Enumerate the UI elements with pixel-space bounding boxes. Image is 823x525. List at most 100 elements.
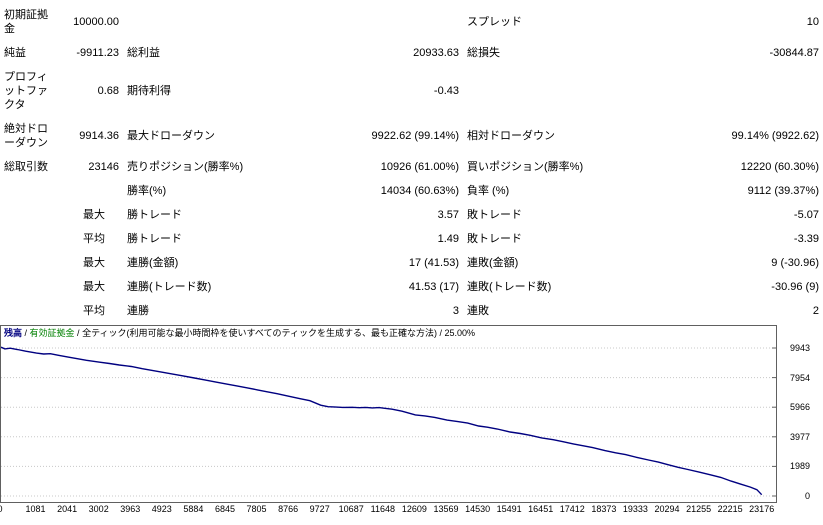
stat-label: 勝トレード xyxy=(127,209,182,221)
y-axis-label: 1989 xyxy=(789,461,810,472)
stat-label xyxy=(123,3,329,41)
stat-label: 敗トレード xyxy=(467,233,522,245)
x-axis-label: 9727 xyxy=(309,504,330,514)
chart-plot[interactable] xyxy=(1,340,776,502)
chart-header: 残高 / 有効証拠金 / 全ティック(利用可能な最小時間枠を使いすべてのティック… xyxy=(1,326,776,340)
stat-label: 連敗(トレード数) xyxy=(467,281,552,293)
stat-value: 14034 (60.63%) xyxy=(380,185,459,197)
x-axis-label: 7805 xyxy=(246,504,267,514)
stat-label: 売りポジション(勝率%) xyxy=(127,161,244,173)
stat-sublabel: 最大 xyxy=(83,257,105,269)
stat-value: -0.43 xyxy=(433,85,459,97)
stats-row: 勝率(%) 14034 (60.63%) 負率 (%) 9112 (39.37%) xyxy=(0,179,823,203)
stat-label: 総取引数 xyxy=(4,161,48,173)
stat-label xyxy=(0,203,54,227)
x-axis-label: 2041 xyxy=(57,504,78,514)
legend-separator: / xyxy=(437,328,445,338)
stat-sublabel: 平均 xyxy=(83,233,105,245)
balance-legend-label: 残高 xyxy=(4,328,23,338)
y-axis-label: 7954 xyxy=(789,372,810,383)
stat-value xyxy=(54,179,123,203)
x-axis-label: 14530 xyxy=(465,504,491,514)
stat-label: 相対ドローダウン xyxy=(467,130,555,142)
x-axis: 0 1081 2041 3002 3963 4923 5884 6845 7805 8766 972… xyxy=(0,504,777,518)
stat-label: 絶対ドローダウン xyxy=(4,123,48,149)
stat-sublabel: 平均 xyxy=(83,305,105,317)
stats-row: 最大 連勝(金額) 17 (41.53) 連敗(金額) 9 (-30.96) xyxy=(0,251,823,275)
stats-row: 最大 勝トレード 3.57 敗トレード -5.07 xyxy=(0,203,823,227)
legend-separator: / xyxy=(74,328,83,338)
stat-value: 3 xyxy=(452,305,459,317)
x-axis-label: 1081 xyxy=(25,504,46,514)
stat-label: 初期証拠金 xyxy=(4,9,48,35)
stat-value: 9914.36 xyxy=(79,130,119,142)
stats-row: 平均 連勝 3 連敗 2 xyxy=(0,299,823,323)
stat-label: 連勝(トレード数) xyxy=(127,281,212,293)
x-axis-label: 15491 xyxy=(496,504,522,514)
stat-value: -5.07 xyxy=(793,209,819,221)
stat-value: 9 (-30.96) xyxy=(771,257,819,269)
x-axis-label: 22215 xyxy=(717,504,743,514)
y-axis-label: 5966 xyxy=(789,402,810,413)
stat-value: 23146 xyxy=(88,161,119,173)
stat-value: -3.39 xyxy=(793,233,819,245)
stat-value: 10000.00 xyxy=(73,16,119,28)
y-axis-label: 9943 xyxy=(789,343,810,353)
stat-label: 勝率(%) xyxy=(127,185,167,197)
stat-label xyxy=(0,251,54,275)
stat-value: 2 xyxy=(812,305,819,317)
stat-sublabel: 最大 xyxy=(83,281,105,293)
x-axis-label: 5884 xyxy=(183,504,204,514)
stat-label: スプレッド xyxy=(467,16,522,28)
stats-row: 絶対ドローダウン 9914.36 最大ドローダウン 9922.62 (99.14%) 相… xyxy=(0,117,823,155)
stat-value: 10 xyxy=(806,16,819,28)
x-axis-label: 11648 xyxy=(370,504,395,514)
x-axis-label: 3963 xyxy=(120,504,141,514)
stat-label: 総損失 xyxy=(467,47,500,59)
x-axis-label: 17412 xyxy=(559,504,585,514)
stats-row: 最大 連勝(トレード数) 41.53 (17) 連敗(トレード数) -30.96 (9) xyxy=(0,275,823,299)
stat-value: -30.96 (9) xyxy=(771,281,819,293)
stat-value: 41.53 (17) xyxy=(408,281,459,293)
stat-label: 勝トレード xyxy=(127,233,182,245)
stats-row: 純益 -9911.23 総利益 20933.63 総損失 -30844.87 xyxy=(0,41,823,65)
stat-label: 純益 xyxy=(4,47,26,59)
x-axis-label: 3002 xyxy=(88,504,109,514)
stat-value: 9112 (39.37%) xyxy=(747,185,819,197)
stat-value: 9922.62 (99.14%) xyxy=(371,130,459,142)
chart-area: 残高 / 有効証拠金 / 全ティック(利用可能な最小時間枠を使いすべてのティック… xyxy=(0,325,823,518)
stats-table-body: 初期証拠金 10000.00 スプレッド 10 純益 -9911.23 総利益 20933.6… xyxy=(0,3,823,323)
stat-label: 連敗 xyxy=(467,305,489,317)
stat-value: 12220 (60.30%) xyxy=(740,161,819,173)
x-axis-label: 6845 xyxy=(214,504,236,514)
stat-label: プロフィットファクタ xyxy=(4,71,48,111)
equity-legend-label: 有効証拠金 xyxy=(29,328,75,338)
stat-value xyxy=(663,65,823,117)
stat-label: 連敗(金額) xyxy=(467,257,519,269)
stat-value: -30844.87 xyxy=(769,47,819,59)
stat-label xyxy=(0,227,54,251)
x-axis-label: 10687 xyxy=(338,504,364,514)
stats-table: 初期証拠金 10000.00 スプレッド 10 純益 -9911.23 総利益 20933.6… xyxy=(0,3,823,323)
stat-value: 0.68 xyxy=(97,85,119,97)
x-axis-label: 21255 xyxy=(686,504,712,514)
x-axis-label: 20294 xyxy=(654,504,680,514)
backtest-report: 初期証拠金 10000.00 スプレッド 10 純益 -9911.23 総利益 20933.6… xyxy=(0,3,823,518)
stat-value: 99.14% (9922.62) xyxy=(731,130,819,142)
x-axis-label: 16451 xyxy=(528,504,554,514)
stat-value: 17 (41.53) xyxy=(408,257,459,269)
stat-value: 10926 (61.00%) xyxy=(380,161,459,173)
balance-chart[interactable]: 残高 / 有効証拠金 / 全ティック(利用可能な最小時間枠を使いすべてのティック… xyxy=(0,325,777,503)
stat-value: 20933.63 xyxy=(413,47,459,59)
y-axis: 9943 7954 5966 3977 1989 0 xyxy=(780,340,822,502)
y-axis-label: 0 xyxy=(804,491,810,501)
stat-label xyxy=(0,179,54,203)
legend-separator: / xyxy=(22,328,30,338)
x-axis-label: 23176 xyxy=(749,504,775,514)
stat-value xyxy=(329,3,463,41)
modeling-quality-value: 25.00% xyxy=(444,328,476,338)
stat-label xyxy=(463,65,663,117)
stat-sublabel: 最大 xyxy=(83,209,105,221)
x-axis-label: 13569 xyxy=(433,504,459,514)
stats-row: プロフィットファクタ 0.68 期待利得 -0.43 xyxy=(0,65,823,117)
